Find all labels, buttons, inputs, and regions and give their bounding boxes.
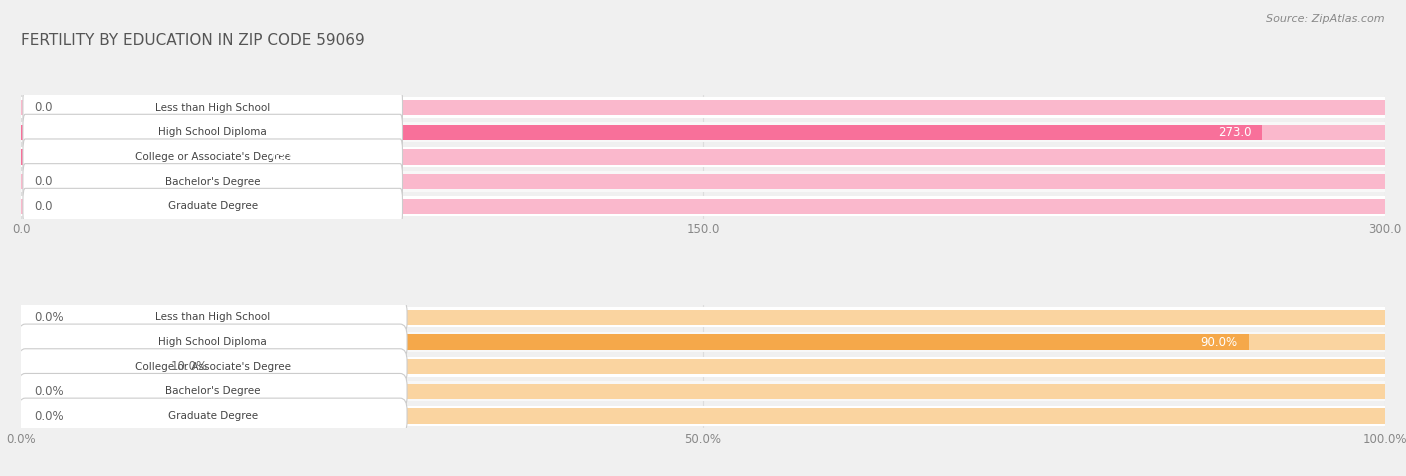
FancyBboxPatch shape (22, 188, 402, 224)
Bar (21, 381, 1385, 401)
Text: 273.0: 273.0 (1218, 126, 1251, 139)
FancyBboxPatch shape (22, 164, 402, 199)
Text: FERTILITY BY EDUCATION IN ZIP CODE 59069: FERTILITY BY EDUCATION IN ZIP CODE 59069 (21, 33, 364, 49)
Bar (21, 334, 1385, 350)
Text: 10.0%: 10.0% (172, 360, 208, 373)
Text: High School Diploma: High School Diploma (159, 337, 267, 347)
Bar (21, 174, 1385, 189)
Bar (21, 198, 1385, 214)
Text: 0.0: 0.0 (35, 101, 53, 114)
Bar (21, 122, 1385, 142)
Text: Graduate Degree: Graduate Degree (167, 411, 257, 421)
FancyBboxPatch shape (22, 89, 402, 126)
Text: Graduate Degree: Graduate Degree (167, 201, 257, 211)
Text: Bachelor's Degree: Bachelor's Degree (165, 177, 260, 187)
Text: Bachelor's Degree: Bachelor's Degree (165, 387, 260, 397)
FancyBboxPatch shape (18, 324, 408, 360)
FancyBboxPatch shape (18, 349, 408, 385)
Bar (21, 332, 1385, 352)
Text: 0.0: 0.0 (35, 200, 53, 213)
Bar (21, 149, 1385, 165)
FancyBboxPatch shape (18, 299, 408, 335)
Bar (21, 98, 1385, 118)
Text: 0.0%: 0.0% (35, 385, 65, 398)
FancyBboxPatch shape (18, 374, 408, 409)
Bar (21, 406, 1385, 426)
FancyBboxPatch shape (22, 114, 402, 150)
Text: High School Diploma: High School Diploma (159, 127, 267, 137)
FancyBboxPatch shape (22, 139, 402, 175)
Bar (21, 359, 157, 374)
Bar (21, 125, 1263, 140)
Text: Less than High School: Less than High School (155, 102, 270, 112)
Text: College or Associate's Degree: College or Associate's Degree (135, 362, 291, 372)
Text: 90.0%: 90.0% (1201, 336, 1237, 348)
Bar (21, 334, 1249, 350)
Bar (21, 125, 1385, 140)
Bar (21, 310, 1385, 325)
Bar (21, 359, 1385, 374)
Bar (21, 384, 1385, 399)
Text: 0.0%: 0.0% (35, 311, 65, 324)
Text: Source: ZipAtlas.com: Source: ZipAtlas.com (1267, 14, 1385, 24)
Text: 0.0: 0.0 (35, 175, 53, 188)
Bar (21, 196, 1385, 217)
Text: 0.0%: 0.0% (35, 409, 65, 423)
FancyBboxPatch shape (18, 398, 408, 434)
Bar (21, 357, 1385, 377)
Bar (21, 147, 1385, 167)
Bar (21, 171, 1385, 192)
Bar (21, 307, 1385, 327)
Text: Less than High School: Less than High School (155, 312, 270, 322)
Text: 63.0: 63.0 (270, 150, 297, 163)
Text: College or Associate's Degree: College or Associate's Degree (135, 152, 291, 162)
Bar (21, 149, 308, 165)
Bar (21, 100, 1385, 115)
Bar (21, 408, 1385, 424)
